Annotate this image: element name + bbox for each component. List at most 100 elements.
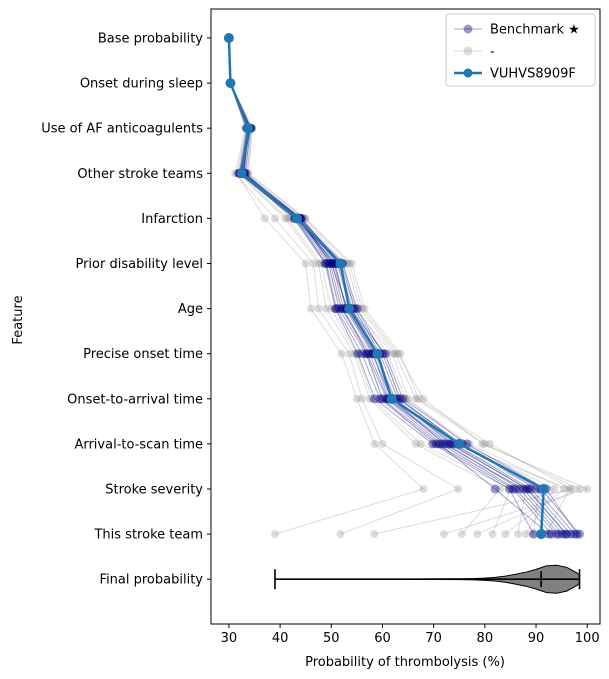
benchmark-series-group — [224, 33, 585, 539]
benchmark-series-point — [526, 484, 536, 494]
legend-label: Benchmark ★ — [490, 23, 580, 38]
y-tick-label: Base probability — [98, 32, 203, 47]
other-series-point — [314, 304, 323, 313]
benchmark-series-point — [523, 484, 533, 494]
highlight-series-point — [372, 348, 383, 359]
y-tick-label: Age — [178, 302, 203, 317]
other-series-point — [514, 530, 523, 539]
other-series-point — [345, 349, 354, 358]
other-series-point — [336, 530, 345, 539]
benchmark-series-point — [562, 529, 572, 539]
benchmark-series-point — [398, 394, 408, 404]
other-series-point — [337, 349, 346, 358]
other-series-point — [314, 259, 323, 268]
other-series-point — [317, 259, 326, 268]
y-axis-ticks: Base probability Onset during sleep Use of… — [41, 32, 211, 588]
benchmark-series-point — [320, 259, 330, 268]
other-series-point — [457, 530, 466, 539]
highlight-series-point — [344, 303, 355, 314]
other-series-point — [347, 259, 356, 268]
other-series-point — [521, 530, 530, 539]
highlight-series-line — [227, 37, 545, 535]
other-series-point — [439, 530, 448, 539]
benchmark-series-point — [544, 529, 554, 539]
x-axis-label: Probability of thrombolysis (%) — [305, 655, 505, 670]
other-series-line — [228, 37, 565, 535]
x-tick-label: 100 — [575, 631, 600, 646]
other-series-point — [231, 169, 240, 178]
y-tick-label: Use of AF anticoagulents — [41, 122, 203, 137]
other-series-point — [529, 530, 538, 539]
benchmark-series-point — [395, 394, 405, 404]
benchmark-series-point — [439, 439, 449, 449]
other-series-point — [260, 214, 269, 223]
other-series-point — [429, 439, 438, 448]
benchmark-series-point — [331, 304, 341, 314]
benchmark-series-point — [546, 529, 556, 539]
other-series-point — [411, 394, 420, 403]
x-tick-label: 50 — [323, 631, 340, 646]
benchmark-series-point — [558, 529, 568, 539]
other-series-point — [301, 214, 310, 223]
other-series-point — [322, 304, 331, 313]
highlight-series-point — [386, 393, 397, 404]
other-series-point — [454, 485, 463, 493]
benchmark-series-point — [566, 529, 576, 539]
x-tick-label: 30 — [221, 631, 238, 646]
legend-label: - — [490, 45, 495, 60]
legend-marker — [463, 68, 473, 78]
other-series-point — [396, 349, 405, 358]
legend: Benchmark ★ - VUHVS8909F — [445, 13, 596, 87]
other-series-point — [306, 304, 315, 313]
other-series-point — [419, 485, 428, 493]
highlight-series-point — [291, 213, 302, 224]
y-tick-label: Stroke severity — [105, 483, 203, 498]
benchmark-series-point — [370, 394, 380, 404]
other-series-point — [416, 439, 425, 448]
benchmark-series-point — [330, 304, 340, 314]
other-series-point — [419, 394, 428, 403]
benchmark-series-point — [375, 394, 385, 404]
other-series-point — [370, 530, 379, 539]
other-series-point — [565, 485, 574, 493]
other-series-point — [583, 485, 592, 493]
other-series-line — [228, 37, 501, 535]
y-tick-label: Other stroke teams — [77, 167, 203, 182]
benchmark-series-point — [551, 529, 561, 539]
benchmark-series-point — [334, 304, 344, 314]
legend-label: VUHVS8909F — [490, 67, 576, 82]
benchmark-series-point — [337, 304, 347, 314]
final-probability-violin — [274, 564, 581, 594]
other-series-point — [383, 349, 392, 358]
benchmark-series-line — [228, 37, 564, 535]
legend-box — [445, 13, 596, 87]
benchmark-series-point — [434, 439, 444, 449]
benchmark-series-point — [522, 484, 532, 494]
other-series-point — [301, 259, 310, 268]
other-series-line — [228, 37, 573, 535]
benchmark-series-point — [380, 349, 390, 359]
other-series-point — [501, 530, 510, 539]
benchmark-series-point — [569, 529, 579, 539]
highlight-series-point — [236, 168, 247, 179]
other-series-point — [485, 439, 494, 448]
other-series-line — [228, 37, 459, 535]
highlight-series-point — [223, 33, 234, 43]
other-series-point — [404, 394, 413, 403]
other-series-point — [357, 394, 366, 403]
other-series-point — [283, 214, 292, 223]
benchmark-series-line — [228, 37, 550, 535]
other-series-point — [506, 485, 515, 493]
other-series-point — [360, 304, 369, 313]
y-tick-label: Precise onset time — [83, 347, 203, 362]
other-series-point — [567, 485, 576, 493]
other-series-point — [281, 214, 290, 223]
other-series-point — [575, 485, 584, 493]
x-tick-label: 40 — [272, 631, 289, 646]
benchmark-series-point — [561, 529, 571, 539]
highlight-series-point — [536, 529, 547, 540]
other-series-point — [363, 349, 372, 358]
other-series-point — [327, 304, 336, 313]
other-series-point — [560, 485, 569, 493]
highlight-series-point — [225, 78, 236, 89]
